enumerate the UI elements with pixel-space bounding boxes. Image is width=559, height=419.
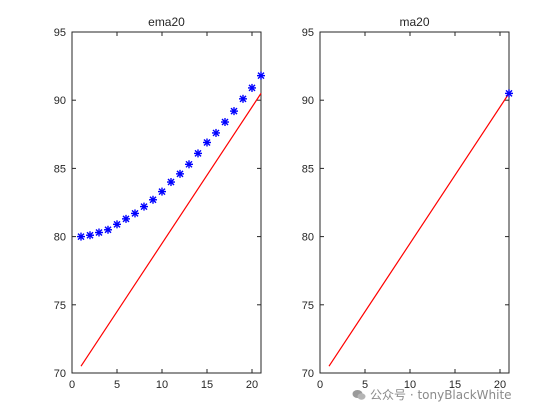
star-marker [239,94,247,103]
y-tick-label: 75 [302,300,314,312]
subplot-1: 0 5 10 15 20 70 75 80 85 90 95 ema20 [54,15,265,391]
star-marker [158,187,166,196]
star-marker [95,228,103,237]
star-stroke [158,188,166,196]
chart-title: ema20 [148,15,185,29]
x-tick-label: 15 [449,379,461,391]
star-stroke [176,170,184,178]
star-stroke [104,226,112,234]
star-marker [212,128,220,137]
y-tick-label: 70 [302,368,314,380]
star-marker [221,118,229,127]
axes-box [319,31,510,374]
star-stroke [140,203,148,211]
x-tick-label: 10 [156,379,168,391]
star-marker [149,195,157,204]
star-stroke [505,89,513,97]
star-marker [131,209,139,218]
star-marker [167,178,175,187]
star-marker [230,107,238,116]
y-tick-label: 95 [54,27,66,39]
chart-title: ma20 [399,15,429,29]
star-stroke [185,160,193,168]
y-tick-label: 90 [302,95,314,107]
axes-box [71,31,262,374]
star-stroke [149,196,157,204]
x-tick-label: 0 [317,379,323,391]
x-tick-label: 15 [201,379,213,391]
star-marker [185,160,193,169]
star-stroke [122,215,130,223]
y-tick-label: 75 [54,300,66,312]
y-tick-label: 85 [302,163,314,175]
x-tick-label: 20 [494,379,506,391]
star-stroke [95,229,103,237]
star-marker [248,83,256,92]
star-stroke [212,129,220,137]
star-stroke [194,149,202,157]
star-marker [194,149,202,158]
watermark: 公众号 · tonyBlackWhite [352,386,512,403]
y-tick-label: 80 [54,232,66,244]
star-marker [77,232,85,241]
series-line [328,93,510,367]
series-line [80,93,262,367]
x-tick-label: 5 [362,379,368,391]
star-stroke [230,107,238,115]
y-tick-label: 85 [54,163,66,175]
x-tick-label: 5 [114,379,120,391]
star-marker [122,214,130,223]
star-stroke [86,231,94,239]
subplot-2: 0 5 10 15 20 70 75 80 85 90 95 ma20 [302,15,513,391]
star-stroke [167,178,175,186]
star-stroke [221,118,229,126]
star-marker [505,89,513,98]
star-stroke [77,233,85,241]
star-marker [104,225,112,234]
y-tick-label: 70 [54,368,66,380]
star-marker [203,138,211,147]
x-tick-label: 0 [69,379,75,391]
star-marker [113,220,121,229]
star-marker [140,202,148,211]
star-stroke [257,72,265,80]
star-marker [86,231,94,240]
wechat-logo-icon [352,389,366,400]
x-tick-label: 20 [246,379,258,391]
y-tick-label: 90 [54,95,66,107]
star-stroke [248,84,256,92]
y-tick-label: 80 [302,232,314,244]
y-tick-label: 95 [302,27,314,39]
star-stroke [203,138,211,146]
star-marker [257,71,265,80]
star-stroke [239,95,247,103]
x-tick-label: 10 [404,379,416,391]
star-stroke [113,220,121,228]
star-stroke [131,209,139,217]
star-marker [176,169,184,178]
watermark-text: 公众号 · tonyBlackWhite [370,388,512,402]
